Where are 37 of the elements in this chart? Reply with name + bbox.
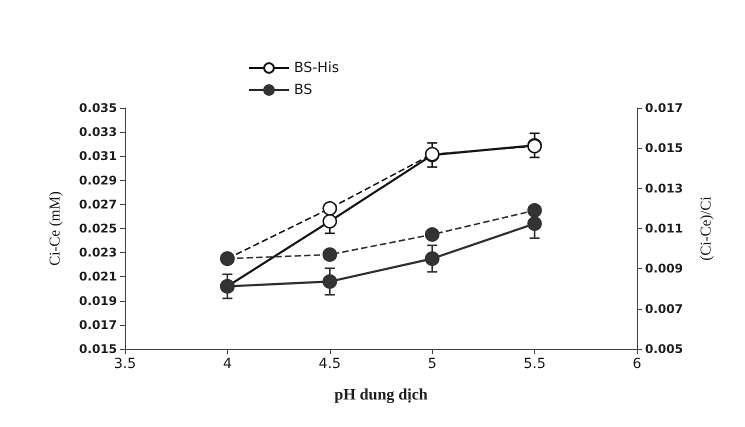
- point: [322, 201, 338, 216]
- point: [424, 227, 440, 242]
- x-tick-label: 5: [428, 356, 437, 372]
- y-tick-label: 0.025: [79, 222, 117, 236]
- legend-label: BS-His: [294, 60, 340, 76]
- y-tick-label: 0.023: [79, 246, 117, 260]
- y2-tick-label: 0.013: [645, 181, 683, 196]
- x-tick-label: 4.5: [318, 356, 341, 372]
- point: [322, 247, 338, 262]
- point: [527, 203, 542, 218]
- y-tick-label: 0.015: [79, 342, 117, 356]
- x-tick-label: 5.5: [523, 356, 546, 372]
- x-tick-label: 6: [632, 356, 642, 372]
- y-tick-label: 0.033: [79, 125, 117, 140]
- y2-tick-label: 0.015: [645, 141, 683, 156]
- y2-tick-label: 0.011: [645, 222, 683, 236]
- x-tick-label: 4: [222, 356, 232, 372]
- y2-tick-label: 0.017: [645, 101, 683, 115]
- y-tick-label: 0.017: [79, 318, 117, 332]
- y-tick-label: 0.019: [79, 294, 117, 308]
- y2-axis-title: (Ci-Ce)/Ci: [698, 196, 714, 261]
- y-tick-label: 0.031: [79, 149, 117, 164]
- point: [424, 251, 440, 266]
- y2-tick-label: 0.007: [645, 302, 683, 316]
- point: [322, 214, 338, 229]
- y-tick-label: 0.027: [79, 197, 117, 212]
- y2-tick-label: 0.005: [645, 342, 683, 356]
- x-tick-label: 3.5: [114, 356, 136, 372]
- x-axis-title: pH dung dịch: [334, 386, 428, 404]
- point: [527, 216, 542, 231]
- y-tick-label: 0.029: [79, 173, 117, 188]
- y-axis-title: Ci-Ce (mM): [48, 191, 64, 266]
- y2-tick-label: 0.009: [645, 262, 683, 276]
- y-tick-label: 0.035: [79, 101, 117, 115]
- point: [322, 274, 338, 289]
- y-tick-label: 0.021: [79, 270, 117, 284]
- legend-label: BS: [294, 82, 312, 98]
